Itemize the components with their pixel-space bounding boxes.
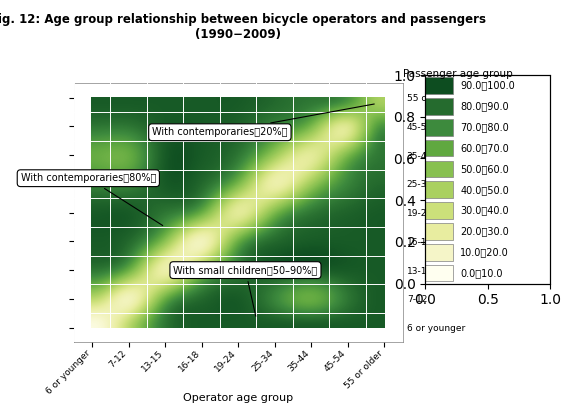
Text: 10.0～20.0: 10.0～20.0: [460, 247, 509, 257]
Text: 55 or older: 55 or older: [343, 349, 384, 390]
FancyBboxPatch shape: [425, 244, 452, 261]
Text: 40.0～50.0: 40.0～50.0: [460, 185, 509, 195]
Text: With contemporaries（80%）: With contemporaries（80%）: [20, 173, 163, 226]
Text: Fig. 12: Age group relationship between bicycle operators and passengers
(1990−2: Fig. 12: Age group relationship between …: [0, 13, 486, 40]
FancyBboxPatch shape: [425, 98, 452, 115]
Text: 80.0～90.0: 80.0～90.0: [460, 101, 509, 111]
FancyBboxPatch shape: [425, 181, 452, 198]
Text: 20.0～30.0: 20.0～30.0: [460, 226, 509, 236]
Text: 45-54: 45-54: [323, 349, 348, 374]
FancyBboxPatch shape: [425, 202, 452, 219]
Text: 90.0～100.0: 90.0～100.0: [460, 80, 515, 90]
Text: 7-12: 7-12: [108, 349, 129, 369]
Text: 0.0～10.0: 0.0～10.0: [460, 268, 503, 278]
Text: 13-15: 13-15: [140, 349, 165, 374]
Text: 35-44: 35-44: [286, 349, 311, 374]
Text: 50.0～60.0: 50.0～60.0: [460, 164, 509, 174]
FancyBboxPatch shape: [425, 161, 452, 177]
FancyBboxPatch shape: [425, 140, 452, 156]
X-axis label: Operator age group: Operator age group: [183, 393, 293, 403]
Text: 6 or younger: 6 or younger: [44, 349, 92, 397]
Text: 16-18: 16-18: [177, 349, 202, 374]
Text: 70.0～80.0: 70.0～80.0: [460, 122, 509, 132]
Text: 60.0～70.0: 60.0～70.0: [460, 143, 509, 153]
FancyBboxPatch shape: [425, 119, 452, 136]
Text: Passenger age group: Passenger age group: [403, 69, 513, 79]
FancyBboxPatch shape: [425, 223, 452, 240]
FancyBboxPatch shape: [425, 265, 452, 281]
Text: 19-24: 19-24: [213, 349, 238, 374]
Text: With small children（50–90%）: With small children（50–90%）: [174, 265, 318, 316]
Text: With contemporaries（20%）: With contemporaries（20%）: [152, 104, 374, 137]
Text: 30.0～40.0: 30.0～40.0: [460, 206, 509, 216]
FancyBboxPatch shape: [425, 77, 452, 94]
Text: 25-34: 25-34: [250, 349, 274, 374]
